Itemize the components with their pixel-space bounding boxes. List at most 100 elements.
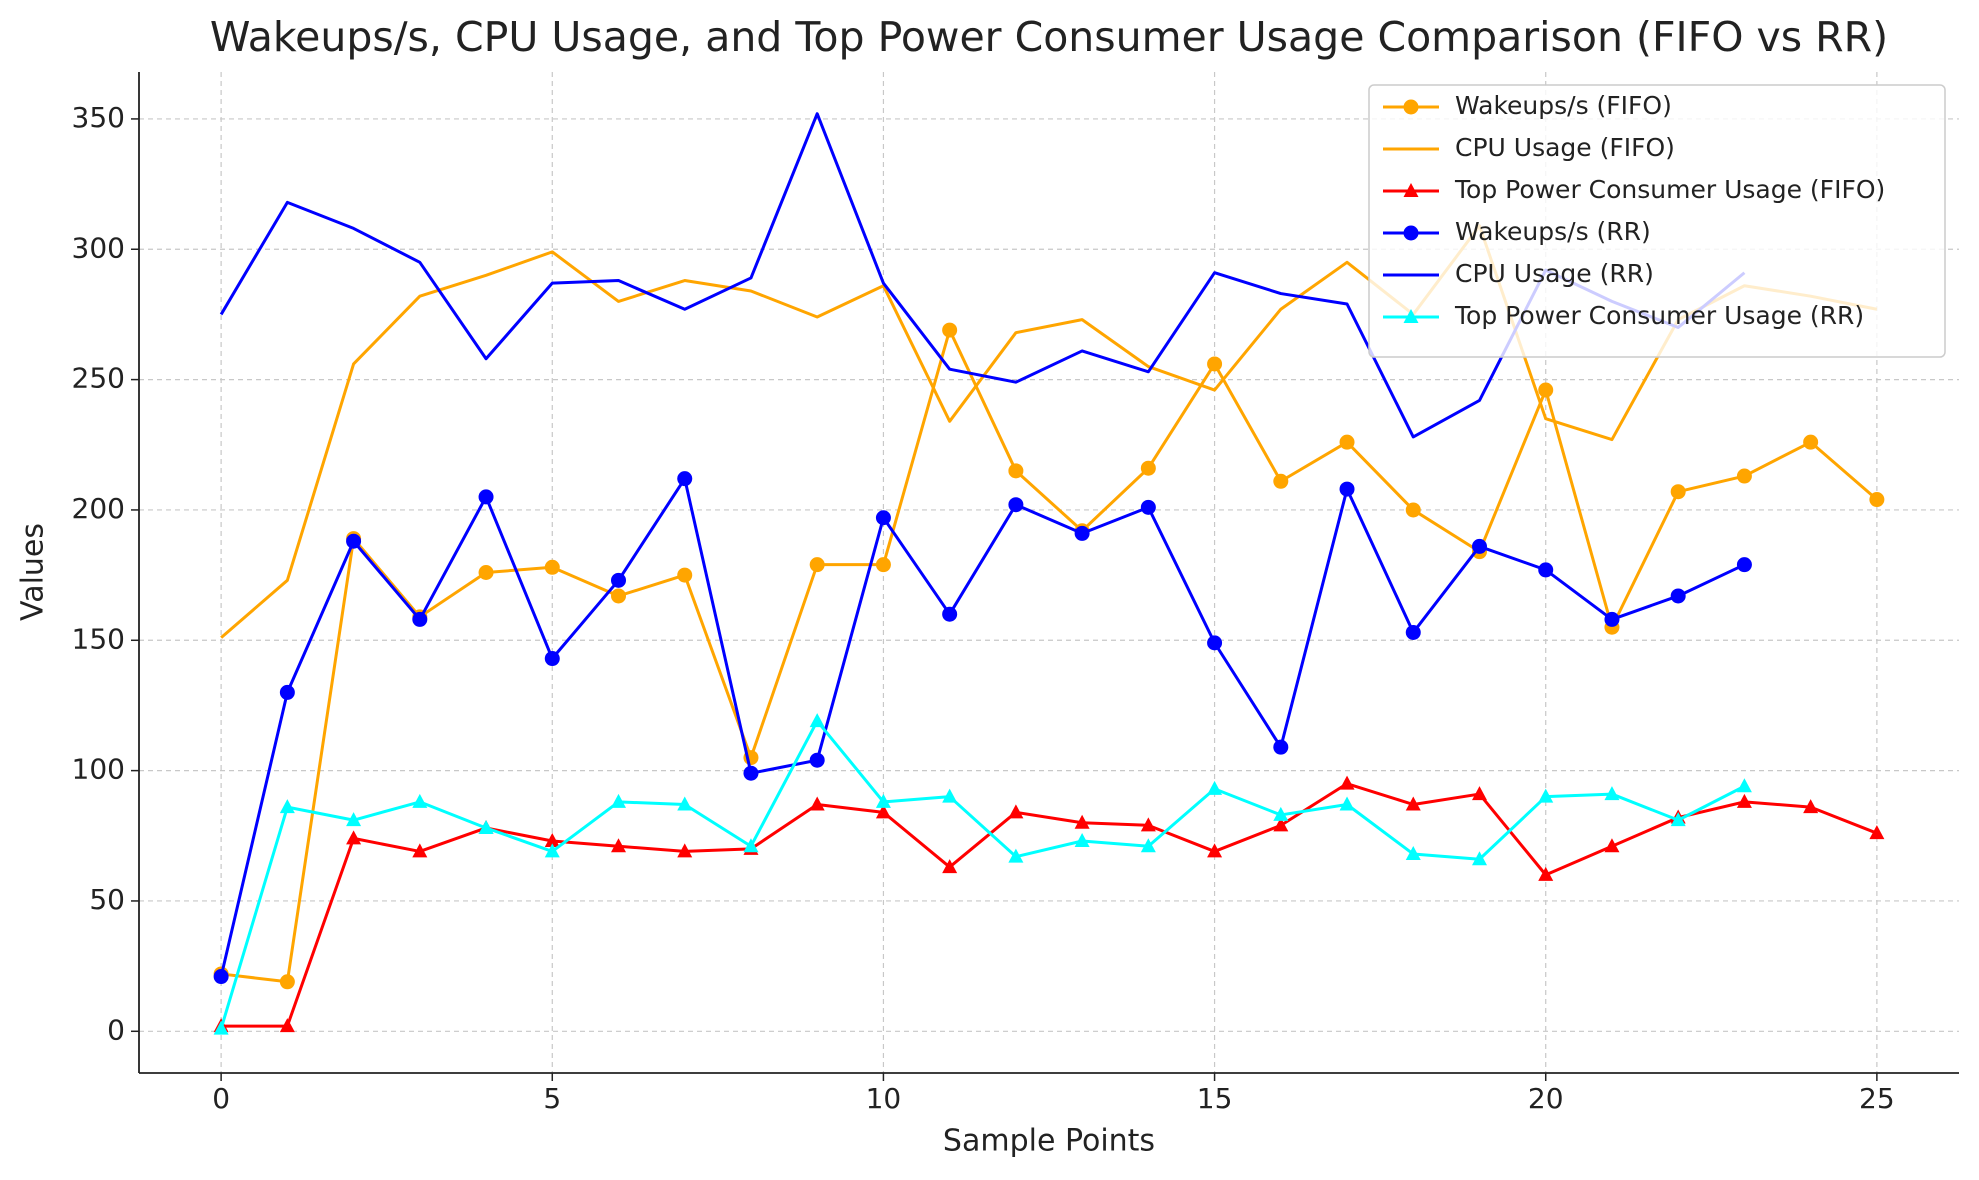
point (809, 752, 825, 768)
point (279, 1018, 295, 1033)
point (412, 611, 428, 627)
point (1736, 793, 1752, 808)
point (875, 804, 891, 819)
point (544, 832, 560, 847)
point (1670, 588, 1686, 604)
point (1074, 832, 1090, 847)
point (677, 471, 693, 487)
legend-marker (1403, 99, 1419, 115)
point (1074, 814, 1090, 829)
x-tick-label: 25 (1859, 1082, 1895, 1115)
point (346, 830, 362, 845)
point (279, 974, 295, 990)
legend-label: Wakeups/s (RR) (1455, 217, 1651, 246)
legend-box (1368, 84, 1946, 358)
point (677, 796, 693, 811)
point (1471, 786, 1487, 801)
series-line (220, 224, 1878, 639)
point (1273, 817, 1289, 832)
point (1339, 481, 1355, 497)
point (412, 843, 428, 858)
point (346, 533, 362, 549)
point (346, 812, 362, 827)
point (743, 765, 759, 781)
y-tick-label: 0 (107, 1013, 125, 1046)
point (1405, 796, 1421, 811)
point (743, 838, 759, 853)
point (1670, 812, 1686, 827)
x-axis-label: Sample Points (943, 1124, 1155, 1159)
x-tick-label: 15 (1197, 1082, 1233, 1115)
y-tick-label: 150 (72, 622, 125, 655)
legend-label: Top Power Consumer Usage (FIFO) (1454, 175, 1885, 204)
point (875, 793, 891, 808)
y-tick-label: 200 (72, 492, 125, 525)
y-tick-label: 350 (72, 101, 125, 134)
point (809, 796, 825, 811)
chart-title: Wakeups/s, CPU Usage, and Top Power Cons… (210, 13, 1888, 61)
point (942, 788, 958, 803)
series-line (220, 328, 1878, 984)
point (544, 651, 560, 667)
point (544, 843, 560, 858)
point (213, 969, 229, 985)
point (611, 838, 627, 853)
legend-label: CPU Usage (FIFO) (1455, 133, 1675, 162)
point (1140, 838, 1156, 853)
point (1273, 739, 1289, 755)
y-axis-label: Values (16, 523, 51, 621)
point (809, 713, 825, 728)
point (1008, 497, 1024, 513)
point (1339, 434, 1355, 450)
point (809, 557, 825, 573)
series-line (219, 719, 1746, 1030)
point (1736, 557, 1752, 573)
point (1405, 502, 1421, 518)
point (611, 588, 627, 604)
series-line (221, 782, 1878, 1028)
point (1538, 866, 1554, 881)
point (1207, 780, 1223, 795)
point (412, 793, 428, 808)
point (611, 793, 627, 808)
point (1869, 825, 1885, 840)
point (1471, 538, 1487, 554)
x-tick-label: 10 (866, 1082, 902, 1115)
legend-label: Wakeups/s (FIFO) (1455, 91, 1672, 120)
point (478, 489, 494, 505)
point (1273, 473, 1289, 489)
point (1736, 778, 1752, 793)
point (1008, 848, 1024, 863)
point (1869, 492, 1885, 508)
point (1670, 484, 1686, 500)
point (1140, 817, 1156, 832)
point (1207, 635, 1223, 651)
series-line (219, 477, 1746, 977)
point (1405, 846, 1421, 861)
point (1604, 786, 1620, 801)
point (1074, 525, 1090, 541)
point (1140, 460, 1156, 476)
point (1339, 775, 1355, 790)
y-tick-label: 100 (72, 753, 125, 786)
point (1008, 463, 1024, 479)
point (1538, 382, 1554, 398)
point (611, 572, 627, 588)
x-tick-label: 5 (543, 1082, 561, 1115)
point (1008, 804, 1024, 819)
y-tick-label: 250 (72, 362, 125, 395)
point (1471, 851, 1487, 866)
point (279, 684, 295, 700)
legend-label: Top Power Consumer Usage (RR) (1454, 301, 1864, 330)
point (942, 859, 958, 874)
point (1538, 788, 1554, 803)
point (875, 557, 891, 573)
point (478, 819, 494, 834)
point (544, 559, 560, 575)
series-line (219, 112, 1746, 439)
point (1273, 806, 1289, 821)
point (1339, 796, 1355, 811)
legend-label: CPU Usage (RR) (1455, 259, 1654, 288)
point (1538, 562, 1554, 578)
